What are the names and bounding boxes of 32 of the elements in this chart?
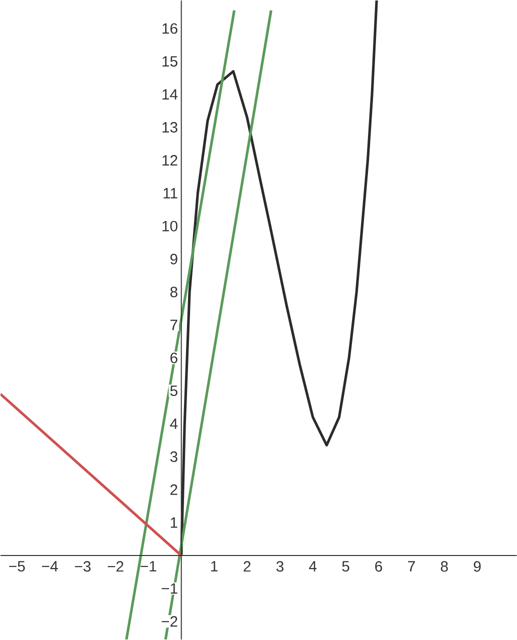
x-tick-label: 8 bbox=[440, 561, 448, 572]
y-tick-label: 5 bbox=[170, 386, 178, 396]
y-tick-label: 1 bbox=[170, 517, 178, 528]
y-tick-label: 8 bbox=[170, 286, 178, 298]
x-tick-label: 5 bbox=[342, 561, 350, 572]
y-tick-label: 3 bbox=[170, 451, 178, 462]
x-tick-label: 7 bbox=[408, 561, 415, 572]
x-tick-label: 3 bbox=[276, 561, 284, 572]
x-tick-label: 1 bbox=[211, 561, 218, 572]
x-tick-label: −5 bbox=[9, 561, 25, 572]
y-tick-label: 4 bbox=[170, 418, 178, 429]
y-tick-label: 6 bbox=[170, 352, 178, 364]
x-tick-label: −1 bbox=[140, 561, 156, 572]
y-tick-label: 9 bbox=[170, 254, 178, 264]
y-tick-label: −2 bbox=[162, 616, 178, 627]
y-tick-label: 10 bbox=[162, 220, 178, 232]
x-tick-label: 6 bbox=[375, 561, 382, 572]
x-tick-label: −2 bbox=[108, 561, 124, 572]
y-tick-label: 11 bbox=[164, 188, 178, 198]
x-tick-label: −3 bbox=[74, 561, 90, 572]
x-tick-label: 4 bbox=[308, 561, 316, 572]
x-tick-label: −4 bbox=[42, 561, 58, 572]
y-tick-label: −1 bbox=[162, 583, 178, 594]
x-tick-label: 9 bbox=[474, 561, 481, 572]
y-tick-label: 15 bbox=[162, 56, 178, 67]
y-tick-label: 7 bbox=[170, 320, 178, 330]
y-tick-label: 14 bbox=[162, 89, 178, 100]
y-tick-label: 12 bbox=[162, 155, 178, 166]
x-tick-label: 2 bbox=[244, 561, 250, 572]
y-tick-label: 13 bbox=[162, 122, 178, 133]
y-tick-label: 2 bbox=[170, 484, 178, 495]
y-tick-label: 16 bbox=[162, 23, 178, 34]
